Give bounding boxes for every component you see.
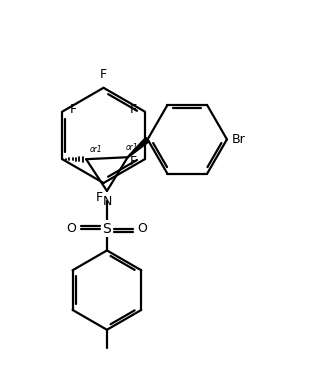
Text: N: N xyxy=(102,195,112,208)
Text: O: O xyxy=(138,222,148,235)
Polygon shape xyxy=(127,137,150,157)
Text: or1: or1 xyxy=(90,145,103,154)
Text: S: S xyxy=(102,222,111,236)
Text: or1: or1 xyxy=(126,143,138,152)
Text: F: F xyxy=(69,103,76,116)
Text: F: F xyxy=(96,191,103,204)
Text: O: O xyxy=(66,222,76,235)
Text: F: F xyxy=(130,103,137,116)
Text: F: F xyxy=(130,155,137,168)
Text: Br: Br xyxy=(232,133,246,146)
Text: F: F xyxy=(100,68,107,81)
